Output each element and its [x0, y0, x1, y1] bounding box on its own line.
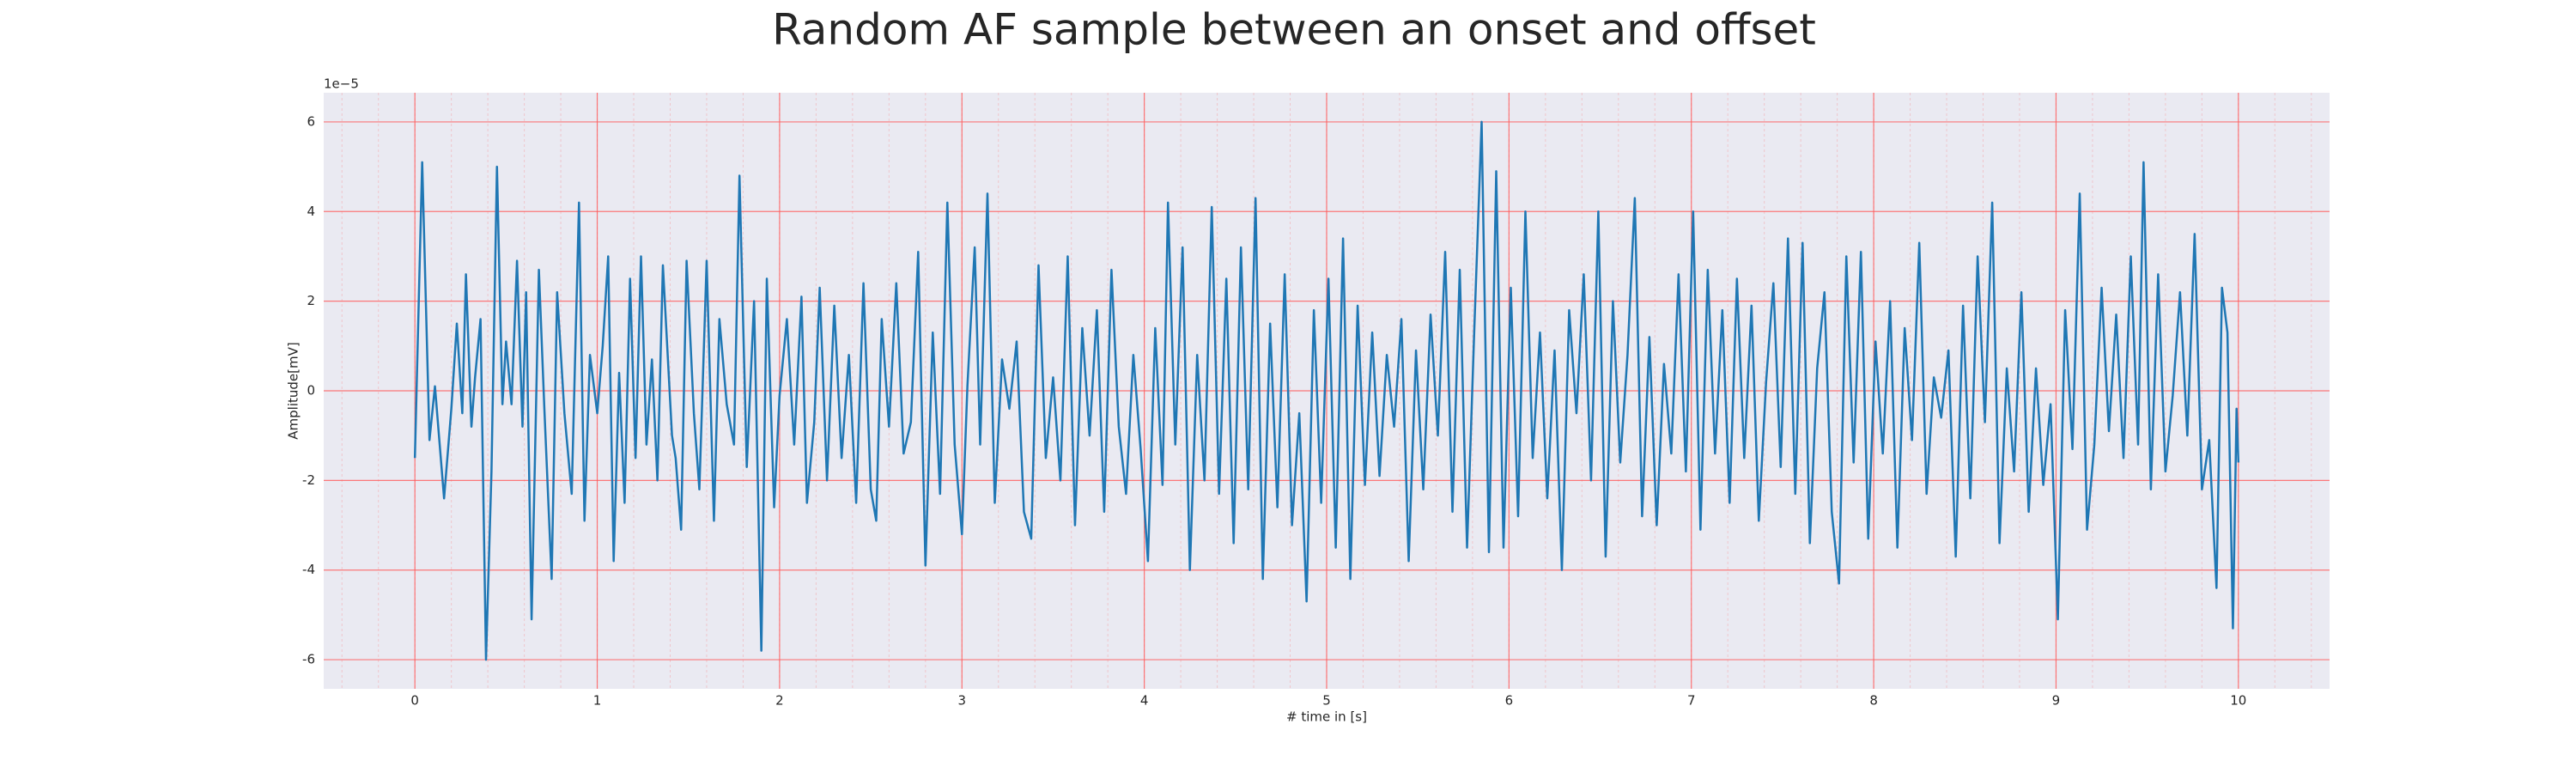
- x-tick-label: 3: [957, 693, 966, 709]
- x-tick-label: 7: [1687, 693, 1696, 709]
- chart-title: Random AF sample between an onset and of…: [772, 5, 1816, 55]
- x-tick-label: 10: [2230, 693, 2246, 709]
- x-tick-label: 6: [1505, 693, 1514, 709]
- x-tick-label: 8: [1869, 693, 1878, 709]
- x-tick-label: 4: [1140, 693, 1149, 709]
- x-tick-label: 5: [1322, 693, 1331, 709]
- x-tick-label: 2: [775, 693, 784, 709]
- y-tick-label: 2: [307, 293, 315, 308]
- y-offset-label: 1e−5: [324, 76, 359, 92]
- signal-line: [413, 120, 2240, 661]
- y-tick-label: -4: [302, 562, 315, 577]
- y-tick-label: 0: [307, 383, 315, 399]
- x-tick-label: 0: [410, 693, 419, 709]
- x-axis-label: # time in [s]: [1286, 709, 1367, 725]
- y-tick-label: -2: [302, 472, 315, 488]
- y-tick-label: 6: [307, 113, 315, 129]
- y-tick-label: 4: [307, 204, 315, 219]
- y-tick-label: -6: [302, 652, 315, 667]
- x-tick-label: 1: [593, 693, 602, 709]
- y-axis-label: Amplitude[mV]: [286, 342, 301, 439]
- x-tick-label: 9: [2052, 693, 2061, 709]
